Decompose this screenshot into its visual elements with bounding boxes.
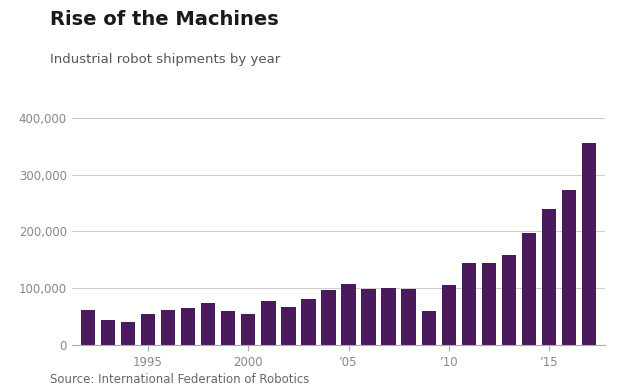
Bar <box>281 307 296 345</box>
Bar <box>181 308 195 345</box>
Text: Industrial robot shipments by year: Industrial robot shipments by year <box>50 53 280 66</box>
Bar <box>462 263 476 345</box>
Bar <box>401 289 416 345</box>
Text: Source: International Federation of Robotics: Source: International Federation of Robo… <box>50 373 310 386</box>
Bar <box>482 263 496 345</box>
Bar <box>341 284 356 345</box>
Bar <box>201 303 215 345</box>
Bar <box>502 255 516 345</box>
Bar <box>582 143 597 345</box>
Bar <box>221 311 235 345</box>
Bar <box>321 290 336 345</box>
Bar <box>442 285 456 345</box>
Text: Rise of the Machines: Rise of the Machines <box>50 10 279 29</box>
Bar <box>301 299 316 345</box>
Bar <box>562 190 577 345</box>
Bar <box>141 314 155 345</box>
Bar <box>161 310 175 345</box>
Bar <box>80 310 95 345</box>
Bar <box>261 301 276 345</box>
Bar <box>120 322 135 345</box>
Bar <box>422 311 436 345</box>
Bar <box>542 209 557 345</box>
Bar <box>241 314 255 345</box>
Bar <box>361 289 376 345</box>
Bar <box>381 288 396 345</box>
Bar <box>100 319 115 345</box>
Bar <box>522 232 536 345</box>
